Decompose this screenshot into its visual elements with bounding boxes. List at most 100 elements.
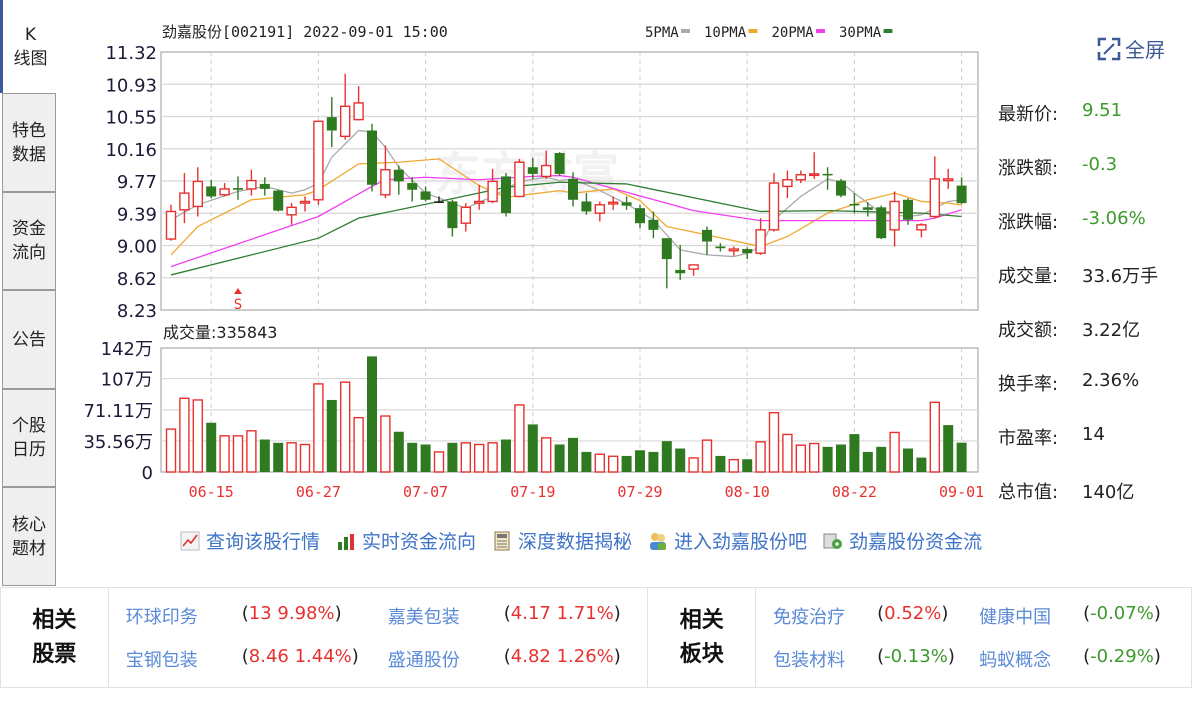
candle [581, 193, 592, 215]
volume-bar [246, 430, 257, 473]
related-item[interactable]: 环球印务 (13 9.98%) [126, 603, 342, 629]
tab-announcements[interactable]: 公告 [2, 290, 56, 389]
stat-value: -0.3 [1082, 154, 1118, 175]
stat-label: 成交量: [998, 266, 1059, 287]
candle-body [514, 161, 525, 198]
candle-body [621, 202, 632, 206]
stat-row: 成交量: 33.6万手 [998, 262, 1158, 316]
volume-bar [728, 458, 739, 473]
quote-stats: 最新价: 9.51 涨跌额: -0.3 涨跌幅: -3.06% 成交量: 33.6万手 成交额:… [998, 100, 1158, 532]
candle-body [755, 229, 766, 254]
related-item-pct: -0.29% [1090, 646, 1154, 667]
volume-bar [340, 381, 351, 473]
candle [943, 168, 954, 189]
stat-label: 总市值: [998, 482, 1059, 503]
volume-bar [487, 442, 498, 473]
volume-tick-label: 142万 [101, 339, 153, 360]
price-tick-label: 10.16 [105, 140, 157, 161]
volume-bar [715, 455, 726, 472]
volume-bar [286, 442, 297, 473]
related-item[interactable]: 免疫治疗 (0.52%) [773, 603, 948, 629]
volume-bar [903, 448, 913, 472]
candle [541, 150, 552, 179]
stat-value: -3.06% [1082, 208, 1146, 229]
related-item[interactable]: 宝钢包装 (8.46 1.44%) [126, 646, 359, 672]
candle-body [782, 179, 793, 188]
date-tick-label: 07-19 [510, 483, 555, 501]
related-item-name[interactable]: 嘉美包装 [387, 607, 460, 628]
candle-body [876, 207, 887, 239]
volume-bar [635, 450, 645, 472]
date-tick-label: 07-07 [403, 483, 448, 501]
stat-label: 换手率: [998, 374, 1059, 395]
kline-chart: 劲嘉股份[002191] 2022-09-01 15:00 5PMA 10PMA 20… [83, 23, 984, 501]
volume-bar [353, 416, 364, 473]
candle [192, 167, 204, 217]
related-item-pct: -0.07% [1090, 603, 1154, 624]
candle-body [233, 188, 243, 190]
related-item-change: (8.46 1.44%) [241, 646, 359, 667]
volume-bar [527, 424, 538, 472]
related-item[interactable]: 蚂蚁概念 (-0.29%) [979, 646, 1161, 672]
candle [621, 196, 632, 210]
tab-stock-calendar[interactable]: 个股 日历 [2, 389, 56, 487]
related-item[interactable]: 包装材料 (-0.13%) [773, 646, 955, 672]
related-item[interactable]: 盛通股份 (4.82 1.26%) [388, 646, 621, 672]
volume-bar [594, 453, 605, 473]
candle-body [608, 201, 619, 205]
price-tick-label: 8.23 [117, 301, 157, 322]
volume-bar [474, 443, 485, 473]
volume-bar [701, 439, 713, 473]
candle [179, 173, 190, 224]
candle-body [862, 207, 873, 210]
legend-swatch [748, 29, 758, 33]
related-item-pct: 1.44% [294, 646, 352, 667]
legend-label: 20PMA [772, 25, 815, 41]
stat-value: 9.51 [1082, 100, 1123, 121]
date-tick-label: 08-22 [832, 483, 877, 501]
quick-link-label: 实时资金流向 [362, 531, 477, 553]
candle [702, 226, 712, 255]
related-item-name[interactable]: 宝钢包装 [125, 650, 198, 671]
related-item[interactable]: 健康中国 (-0.07%) [979, 603, 1161, 629]
quick-link[interactable]: 劲嘉股份资金流 [823, 527, 982, 554]
quick-link[interactable]: 实时资金流向 [336, 527, 476, 554]
candle [246, 169, 257, 196]
tab-core-themes[interactable]: 核心 题材 [2, 487, 56, 586]
legend-swatch [883, 29, 893, 33]
stat-label: 涨跌幅: [998, 212, 1059, 233]
line-chart-icon [180, 531, 200, 551]
related-item-name[interactable]: 蚂蚁概念 [979, 650, 1052, 671]
candle-body [889, 200, 900, 231]
quick-link[interactable]: 进入劲嘉股份吧 [648, 527, 807, 554]
related-item-name[interactable]: 包装材料 [773, 650, 846, 671]
related-item-name[interactable]: 环球印务 [125, 607, 198, 628]
candle-body [527, 167, 538, 174]
tab-fund-flow[interactable]: 资金 流向 [2, 192, 56, 290]
candle-body [688, 264, 699, 270]
related-item-pct: 1.71% [556, 603, 614, 624]
candle [233, 176, 243, 200]
related-item-pct: 0.52% [884, 603, 942, 624]
tab-featured-data[interactable]: 特色 数据 [2, 93, 56, 192]
candle-body [393, 169, 404, 182]
quick-link[interactable]: 查询该股行情 [180, 527, 320, 554]
quick-link[interactable]: 深度数据揭秘 [492, 527, 632, 554]
bar-chart-icon [336, 531, 356, 551]
volume-bar [232, 435, 244, 473]
related-item-name[interactable]: 盛通股份 [387, 650, 460, 671]
candle [862, 202, 873, 217]
related-panel: 相关 股票 环球印务 (13 9.98%) 嘉美包装 (4.17 1.71%) 宝钢包装… [0, 587, 1192, 688]
candle [755, 218, 766, 255]
volume-bar [661, 441, 672, 472]
related-item-name[interactable]: 免疫治疗 [773, 607, 846, 628]
candle-body [956, 185, 967, 204]
fullscreen-button[interactable]: 全屏 [1097, 34, 1165, 63]
volume-bar [822, 446, 833, 472]
related-item-change: (4.82 1.26%) [503, 646, 621, 667]
volume-bar [259, 439, 270, 472]
related-item[interactable]: 嘉美包装 (4.17 1.71%) [388, 603, 621, 629]
volume-bar [514, 404, 525, 473]
related-item-name[interactable]: 健康中国 [979, 607, 1052, 628]
tab-kline[interactable]: K 线图 [0, 0, 58, 93]
